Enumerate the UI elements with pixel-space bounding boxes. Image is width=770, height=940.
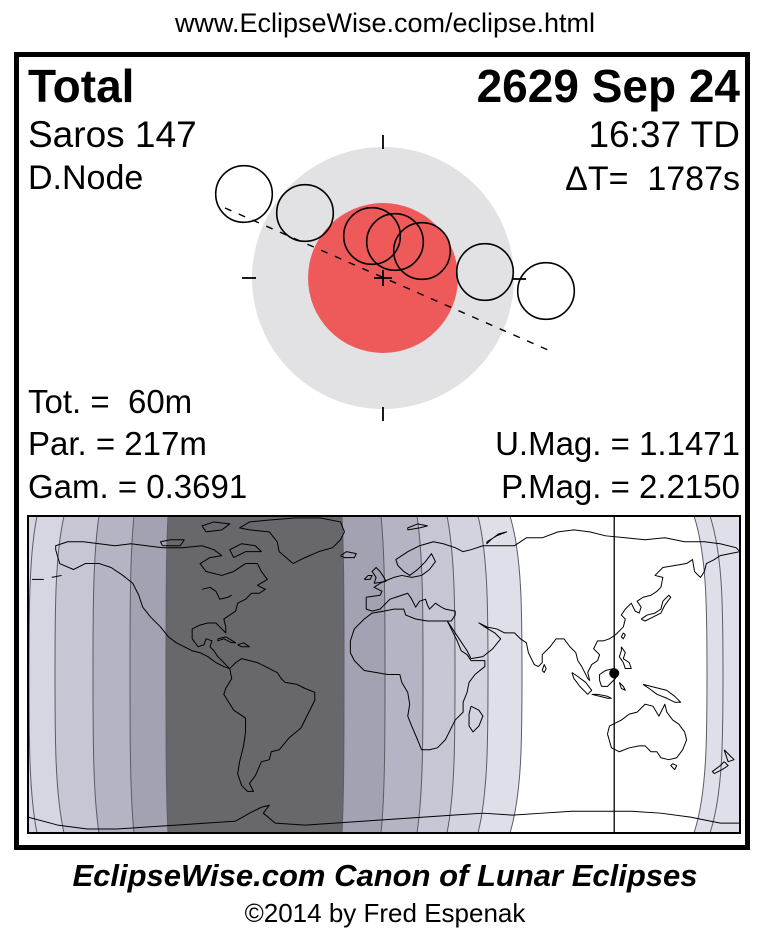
- coastline: [239, 517, 345, 564]
- coastline: [618, 646, 632, 670]
- visibility-band: [28, 516, 64, 833]
- band-edge-line: [446, 516, 456, 833]
- band-edge-line: [341, 516, 345, 833]
- visibility-band: [447, 516, 488, 833]
- coastline: [371, 567, 387, 584]
- moon-position-circle: [455, 242, 515, 302]
- coastline: [237, 642, 251, 648]
- coastline: [363, 574, 373, 580]
- coastline: [217, 636, 237, 644]
- coastline: [591, 693, 612, 699]
- visibility-band: [342, 516, 385, 833]
- coastline: [229, 543, 262, 559]
- coastline: [468, 705, 484, 733]
- coastline: [201, 521, 231, 533]
- band-edge-line: [129, 516, 135, 833]
- visibility-band: [166, 516, 344, 833]
- coastline: [642, 683, 682, 703]
- band-edge-line: [693, 516, 708, 833]
- moon-zenith-dot: [609, 668, 620, 679]
- coastline: [349, 608, 486, 751]
- page-url-text: www.EclipseWise.com/eclipse.html: [174, 8, 596, 38]
- partial-duration-label: Par. = 217m: [28, 425, 207, 462]
- coastline: [606, 703, 688, 761]
- canon-title: EclipseWise.com Canon of Lunar Eclipses: [72, 858, 698, 893]
- coastline: [711, 761, 729, 775]
- eclipse-date-label: 2629 Sep 24: [476, 60, 740, 112]
- coastline: [620, 632, 626, 640]
- coastline: [340, 551, 357, 559]
- delta-t-label: ΔT= 1787s: [565, 160, 740, 198]
- gamma-label: Gam. = 0.3691: [28, 468, 248, 505]
- penumbral-magnitude-label: P.Mag. = 2.2150: [501, 468, 740, 505]
- moon-position-circle: [342, 206, 402, 266]
- coastline: [55, 541, 268, 670]
- visibility-band: [417, 516, 455, 833]
- coastline: [670, 763, 678, 771]
- eclipse-diagram: [214, 135, 576, 421]
- coastline: [618, 682, 626, 691]
- node-label: D.Node: [28, 159, 144, 197]
- band-edge-line: [416, 516, 424, 833]
- coastline: [201, 586, 232, 600]
- coastline: [571, 672, 593, 695]
- coastline: [28, 804, 740, 830]
- coastline: [486, 531, 508, 545]
- totality-duration-label: Tot. = 60m: [28, 383, 193, 420]
- coastline: [723, 749, 735, 763]
- moon-position-circle: [275, 183, 335, 243]
- copyright-line: ©2014 by Fred Espenak: [244, 898, 526, 928]
- visibility-band: [93, 516, 134, 833]
- moon-position-circle: [214, 164, 274, 224]
- umbral-magnitude-label: U.Mag. = 1.1471: [495, 425, 740, 462]
- coastline: [407, 523, 429, 531]
- moon-position-circle: [516, 261, 576, 321]
- moon-position-circle: [392, 221, 452, 281]
- band-edge-line: [509, 516, 523, 833]
- band-edge-line: [709, 516, 724, 833]
- coastline: [51, 574, 62, 578]
- band-edge-line: [92, 516, 100, 833]
- coastline: [541, 664, 547, 674]
- saros-series-label: Saros 147: [28, 114, 197, 155]
- band-edge-line: [477, 516, 489, 833]
- coastline: [223, 658, 316, 792]
- coastline: [365, 529, 740, 681]
- band-edge-line: [165, 516, 169, 833]
- coastline: [160, 539, 185, 547]
- map-border: [27, 515, 741, 834]
- visibility-band: [130, 516, 168, 833]
- visibility-map: [28, 516, 740, 833]
- visibility-band: [478, 516, 522, 833]
- visibility-band: [55, 516, 99, 833]
- coastline: [640, 594, 672, 622]
- greatest-eclipse-cross: [374, 270, 392, 286]
- visibility-band: [381, 516, 423, 833]
- moon-position-circle: [365, 212, 425, 272]
- eclipse-type-label: Total: [28, 60, 135, 112]
- greatest-eclipse-time-label: 16:37 TD: [588, 114, 740, 155]
